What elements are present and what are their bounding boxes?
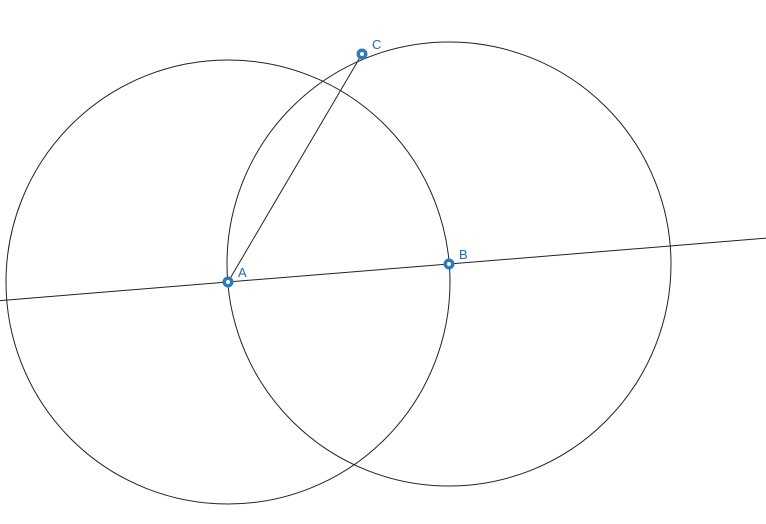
- point-B-inner: [447, 262, 451, 266]
- label-C: C: [372, 37, 381, 52]
- segment-AC: [228, 54, 362, 282]
- point-A-inner: [226, 280, 230, 284]
- label-B: B: [459, 247, 468, 262]
- point-C-inner: [360, 52, 364, 56]
- line-AB: [0, 238, 766, 300]
- geometry-canvas: A B C: [0, 0, 766, 524]
- label-A: A: [238, 265, 247, 280]
